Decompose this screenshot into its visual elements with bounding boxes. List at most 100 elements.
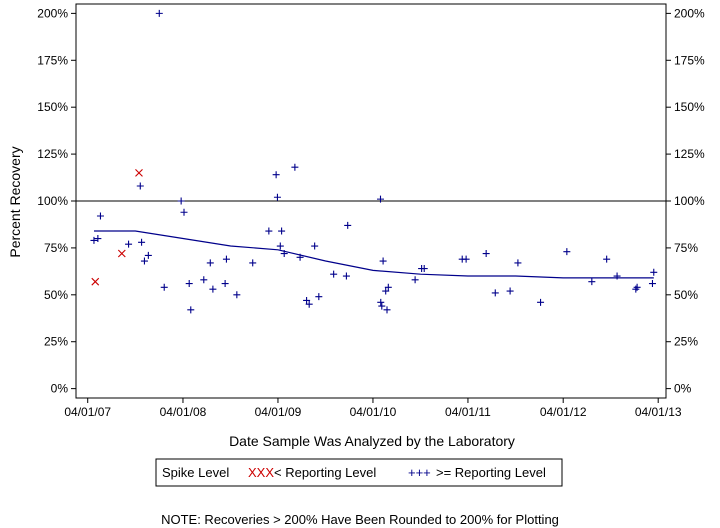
- point-above-reporting: [342, 272, 350, 280]
- point-above-reporting: [411, 276, 419, 284]
- point-above-reporting: [273, 193, 281, 201]
- legend-title: Spike Level: [162, 465, 229, 480]
- point-above-reporting: [125, 240, 133, 248]
- point-above-reporting: [311, 242, 319, 250]
- trend-line: [94, 230, 654, 279]
- point-above-reporting: [90, 236, 98, 244]
- point-above-reporting: [96, 212, 104, 220]
- point-above-reporting: [291, 163, 299, 171]
- point-above-reporting: [376, 195, 384, 203]
- y-tick-label-right: 150%: [674, 100, 705, 114]
- point-above-reporting: [180, 208, 188, 216]
- point-above-reporting: [185, 280, 193, 288]
- y-tick-label-left: 175%: [37, 53, 68, 67]
- point-above-reporting: [613, 272, 621, 280]
- point-above-reporting: [384, 283, 392, 291]
- y-tick-label-left: 125%: [37, 147, 68, 161]
- footnote: NOTE: Recoveries > 200% Have Been Rounde…: [161, 512, 559, 527]
- point-above-reporting: [344, 221, 352, 229]
- point-above-reporting: [330, 270, 338, 278]
- point-above-reporting: [462, 255, 470, 263]
- point-above-reporting: [420, 265, 428, 273]
- point-above-reporting: [491, 289, 499, 297]
- point-above-reporting: [514, 259, 522, 267]
- y-tick-label-right: 0%: [674, 382, 692, 396]
- y-tick-label-right: 25%: [674, 335, 698, 349]
- point-above-reporting: [650, 268, 658, 276]
- legend-label-below: < Reporting Level: [274, 465, 376, 480]
- x-tick-label: 04/01/10: [350, 405, 397, 419]
- x-tick-label: 04/01/11: [445, 405, 491, 419]
- point-above-reporting: [296, 253, 304, 261]
- point-above-reporting: [187, 306, 195, 314]
- point-above-reporting: [303, 296, 311, 304]
- x-tick-label: 04/01/13: [635, 405, 682, 419]
- point-above-reporting: [276, 242, 284, 250]
- y-tick-label-left: 150%: [37, 100, 68, 114]
- point-above-reporting: [383, 306, 391, 314]
- point-above-reporting: [379, 257, 387, 265]
- point-above-reporting: [140, 257, 148, 265]
- point-above-reporting: [633, 283, 641, 291]
- y-tick-label-right: 175%: [674, 53, 705, 67]
- point-above-reporting: [233, 291, 241, 299]
- point-above-reporting: [506, 287, 514, 295]
- point-above-reporting: [588, 278, 596, 286]
- point-above-reporting: [94, 235, 102, 243]
- point-above-reporting: [563, 248, 571, 256]
- y-tick-label-right: 125%: [674, 147, 705, 161]
- point-above-reporting: [155, 9, 163, 17]
- x-axis-title: Date Sample Was Analyzed by the Laborato…: [229, 433, 515, 449]
- legend-box: [155, 458, 563, 487]
- y-tick-label-left: 0%: [51, 382, 69, 396]
- data-points: [90, 9, 658, 314]
- point-above-reporting: [378, 302, 386, 310]
- point-above-reporting: [160, 283, 168, 291]
- point-above-reporting: [265, 227, 273, 235]
- y-tick-label-right: 200%: [674, 6, 705, 20]
- y-axis-right: 0% 25% 50% 75% 100% 125% 150% 175% 200%: [666, 6, 705, 396]
- x-tick-label: 04/01/12: [540, 405, 587, 419]
- y-tick-label-right: 50%: [674, 288, 698, 302]
- point-above-reporting: [209, 285, 217, 293]
- point-below-reporting: [91, 277, 100, 286]
- point-above-reporting: [206, 259, 214, 267]
- point-above-reporting: [280, 250, 288, 258]
- point-above-reporting: [249, 259, 257, 267]
- x-tick-label: 04/01/09: [255, 405, 302, 419]
- y-tick-label-left: 25%: [44, 335, 68, 349]
- point-above-reporting: [482, 250, 490, 258]
- point-below-reporting: [135, 168, 143, 177]
- point-above-reporting: [138, 238, 146, 246]
- point-above-reporting: [382, 287, 390, 295]
- y-axis-title: Percent Recovery: [7, 146, 23, 257]
- point-above-reporting: [222, 255, 230, 263]
- point-above-reporting: [603, 255, 611, 263]
- point-below-reporting: [117, 249, 126, 258]
- legend-label-above: >= Reporting Level: [436, 465, 546, 480]
- legend-symbol-below: XXX: [248, 465, 274, 480]
- point-above-reporting: [377, 298, 385, 306]
- y-axis-left: 0% 25% 50% 75% 100% 125% 150% 175% 200%: [37, 6, 76, 396]
- x-tick-label: 04/01/08: [160, 405, 207, 419]
- point-above-reporting: [278, 227, 286, 235]
- x-tick-label: 04/01/07: [64, 405, 111, 419]
- y-tick-label-left: 50%: [44, 288, 68, 302]
- point-above-reporting: [136, 182, 144, 190]
- point-above-reporting: [632, 285, 640, 293]
- point-above-reporting: [315, 293, 323, 301]
- y-tick-label-right: 75%: [674, 241, 698, 255]
- point-above-reporting: [177, 197, 185, 205]
- y-tick-label-right: 100%: [674, 194, 705, 208]
- point-above-reporting: [648, 280, 656, 288]
- legend-symbol-above: +++: [408, 465, 431, 480]
- point-above-reporting: [144, 251, 152, 259]
- x-axis: 04/01/07 04/01/08 04/01/09 04/01/10 04/01/11…: [64, 398, 682, 419]
- point-above-reporting: [537, 298, 545, 306]
- legend: Spike Level XXX < Reporting Level +++ >=…: [155, 458, 563, 487]
- y-tick-label-left: 100%: [37, 194, 68, 208]
- point-above-reporting: [221, 280, 229, 288]
- y-tick-label-left: 75%: [44, 241, 68, 255]
- y-tick-label-left: 200%: [37, 6, 68, 20]
